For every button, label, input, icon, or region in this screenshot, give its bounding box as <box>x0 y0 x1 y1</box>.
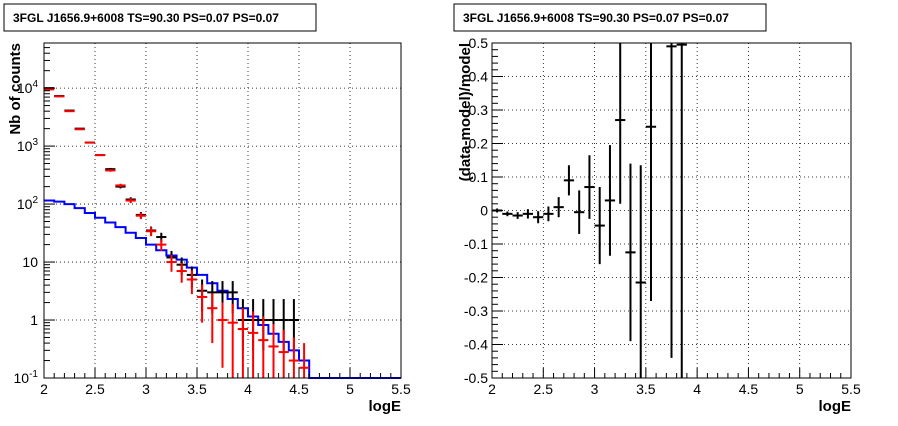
right-x-tick-label: 2 <box>488 381 496 397</box>
right-y-tick-label: 0.2 <box>469 136 489 152</box>
left-red-point <box>54 95 65 98</box>
right-residual-point <box>502 211 513 217</box>
left-red-point <box>197 284 208 323</box>
right-residual-point <box>676 43 687 378</box>
left-red-point <box>146 227 157 237</box>
right-y-tick-label: -0.4 <box>464 337 488 353</box>
left-x-tick-label: 2.5 <box>85 381 105 397</box>
left-red-point <box>115 183 126 188</box>
left-red-point <box>74 128 85 131</box>
left-x-tick-label: 4.5 <box>289 381 309 397</box>
right-y-tick-label: 0.5 <box>469 35 489 51</box>
left-x-tick-label: 2 <box>40 381 48 397</box>
right-y-tick-label: -0.3 <box>464 303 488 319</box>
right-x-tick-label: 3.5 <box>636 381 656 397</box>
right-title-box <box>453 3 767 32</box>
right-panel: 2 2.5 3 3.5 4 4.5 5 5.5 -0.5 -0.4 -0.3 -0.2 -0.1 0 0.… <box>453 3 861 415</box>
left-plot-frame <box>43 42 402 379</box>
right-y-tick-label: -0.2 <box>464 270 488 286</box>
left-black-data-points <box>44 87 299 351</box>
right-x-tick-label: 4 <box>693 381 701 397</box>
left-y-tick-exponent: -1 <box>29 369 38 380</box>
right-y-tick-label: 0.4 <box>469 69 489 85</box>
left-red-point <box>95 154 106 157</box>
right-residual-point <box>553 197 564 218</box>
left-model-step-line <box>44 199 401 379</box>
left-y-tick-label: 10 <box>22 254 38 270</box>
left-red-point <box>237 308 248 378</box>
right-residual-point <box>594 187 605 265</box>
left-y-tick-label: 10-1 <box>14 369 39 386</box>
left-x-tick-label: 3.5 <box>187 381 207 397</box>
right-chart-title: 3FGL J1656.9+6008 TS=90.30 PS=0.07 PS=0.… <box>463 11 729 25</box>
right-y-tick-label: 0.3 <box>469 102 489 118</box>
right-y-axis-label: (data-model)/model <box>457 43 474 181</box>
left-blue-model-histogram <box>44 199 401 379</box>
right-x-tick-label: 2.5 <box>534 381 554 397</box>
right-residual-point <box>533 211 544 224</box>
left-red-point <box>186 270 197 295</box>
right-residual-point <box>645 43 657 301</box>
left-x-axis-label: logE <box>369 398 402 415</box>
left-y-tick-exponent: 4 <box>32 79 38 90</box>
right-y-tick-label: -0.5 <box>464 370 488 386</box>
right-residual-points <box>492 43 687 378</box>
left-red-point <box>248 311 259 378</box>
left-red-point <box>227 303 238 378</box>
right-x-tick-label: 4.5 <box>739 381 759 397</box>
left-red-point <box>207 293 218 344</box>
right-x-tick-label: 5 <box>796 381 804 397</box>
right-residual-point <box>512 212 523 219</box>
right-y-axis: -0.5 -0.4 -0.3 -0.2 -0.1 0 0.1 0.2 0.3 0.4 0.5 <box>464 35 503 386</box>
right-x-tick-label: 3 <box>591 381 599 397</box>
left-red-point <box>268 324 279 378</box>
left-red-point <box>166 255 177 272</box>
left-red-point <box>64 110 75 113</box>
right-residual-point <box>584 155 595 219</box>
right-y-tick-label: 0 <box>480 203 488 219</box>
left-red-point <box>84 141 95 144</box>
left-red-point <box>288 337 299 378</box>
left-red-point <box>176 263 187 283</box>
right-residual-point <box>625 163 636 342</box>
right-residual-point <box>635 165 646 378</box>
left-title-box <box>3 3 317 32</box>
left-y-tick-label: 102 <box>17 195 39 212</box>
left-y-tick-exponent: 3 <box>32 137 38 148</box>
left-red-point <box>44 88 55 91</box>
right-residual-point <box>666 43 677 358</box>
left-red-data-points <box>44 88 310 378</box>
right-x-axis-label: logE <box>819 398 852 415</box>
left-chart-title: 3FGL J1656.9+6008 TS=90.30 PS=0.07 PS=0.… <box>13 11 279 25</box>
left-red-point <box>217 302 228 368</box>
right-residual-point <box>522 209 534 219</box>
left-red-point <box>258 316 269 378</box>
right-residual-point <box>574 190 585 234</box>
right-residual-point <box>563 165 575 196</box>
left-red-point <box>105 169 116 172</box>
left-x-axis: 2 2.5 3 3.5 4 4.5 5 5.5 <box>40 368 411 397</box>
left-y-tick-label: 1 <box>30 312 38 328</box>
right-x-tick-label: 5.5 <box>841 381 861 397</box>
left-y-axis-label: Nb of counts <box>7 43 24 135</box>
right-residual-point <box>543 206 554 222</box>
left-red-point <box>135 212 146 220</box>
right-y-tick-label: 0.1 <box>469 169 489 185</box>
left-y-tick-label: 103 <box>17 137 39 154</box>
left-x-tick-label: 4 <box>244 381 252 397</box>
left-red-point <box>156 239 167 252</box>
right-y-tick-label: -0.1 <box>464 236 488 252</box>
right-residual-point <box>615 43 626 204</box>
left-red-point <box>299 343 310 378</box>
right-residual-point <box>604 145 616 256</box>
left-red-point <box>278 329 289 378</box>
left-x-tick-label: 5 <box>346 381 354 397</box>
right-x-axis: 2 2.5 3 3.5 4 4.5 5 5.5 <box>488 368 861 397</box>
left-x-tick-label: 3 <box>142 381 150 397</box>
left-red-point <box>125 198 136 204</box>
left-x-tick-label: 5.5 <box>391 381 411 397</box>
left-y-tick-exponent: 2 <box>32 195 38 206</box>
